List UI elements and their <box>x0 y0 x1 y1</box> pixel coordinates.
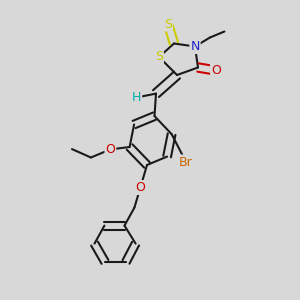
Text: O: O <box>106 143 115 156</box>
Text: S: S <box>155 50 163 64</box>
Text: Br: Br <box>179 155 193 169</box>
Text: O: O <box>136 181 145 194</box>
Text: O: O <box>211 64 221 77</box>
Text: H: H <box>132 91 141 104</box>
Text: N: N <box>190 40 200 53</box>
Text: S: S <box>164 17 172 31</box>
